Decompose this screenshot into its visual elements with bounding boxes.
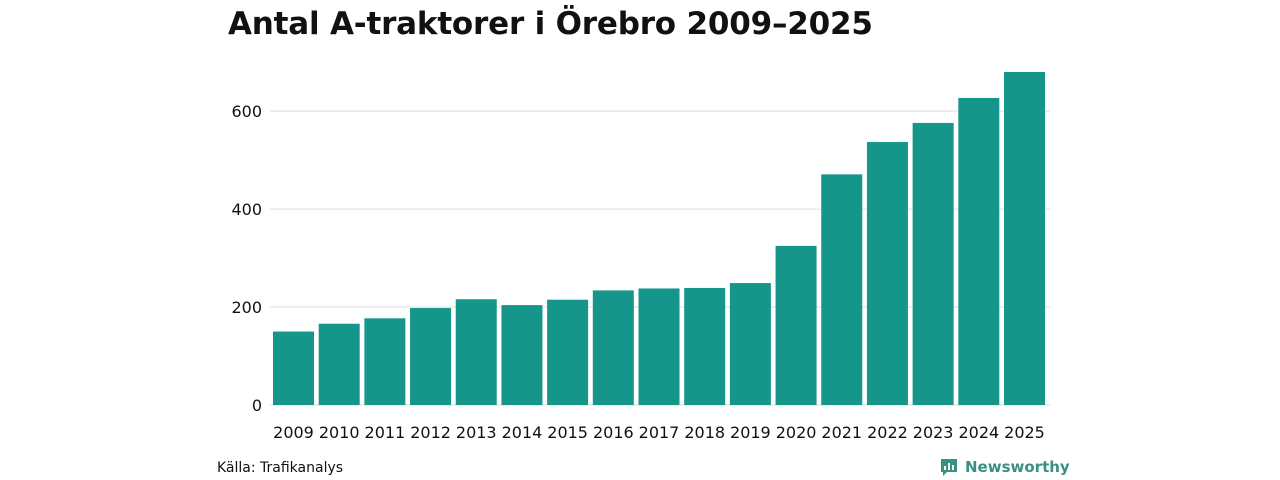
bar-2022: [866, 142, 908, 405]
y-tick-label: 400: [231, 200, 262, 219]
bars: [273, 72, 1045, 406]
x-tick-label-2014: 2014: [502, 423, 543, 442]
x-tick-label-2009: 2009: [273, 423, 314, 442]
bar-2009: [273, 331, 314, 405]
bar-2021: [821, 174, 863, 405]
bar-2019: [729, 283, 771, 405]
x-tick-label-2010: 2010: [319, 423, 360, 442]
x-tick-label-2023: 2023: [913, 423, 954, 442]
x-axis-tick-labels: 2009 2010 2011 2012 2013 2014 2015 2016 2017 2018…: [273, 423, 1045, 442]
x-tick-label-2020: 2020: [776, 423, 817, 442]
x-tick-label-2012: 2012: [410, 423, 451, 442]
bar-2010: [318, 323, 360, 405]
brand-name: Newsworthy: [965, 458, 1070, 476]
x-tick-label-2024: 2024: [958, 423, 999, 442]
bar-2025: [1004, 72, 1045, 405]
x-tick-label-2022: 2022: [867, 423, 908, 442]
bar-2017: [638, 288, 680, 405]
bar-2018: [684, 287, 726, 405]
x-tick-label-2015: 2015: [547, 423, 588, 442]
x-tick-label-2018: 2018: [684, 423, 725, 442]
bar-2015: [547, 299, 589, 405]
bar-2013: [455, 299, 497, 405]
y-tick-label: 0: [252, 396, 262, 415]
x-tick-label-2016: 2016: [593, 423, 634, 442]
bar-2024: [958, 97, 1000, 406]
x-tick-label-2025: 2025: [1004, 423, 1045, 442]
bar-2011: [364, 318, 406, 405]
bar-2023: [912, 122, 954, 405]
source-note: Källa: Trafikanalys: [217, 460, 344, 476]
bar-2020: [775, 245, 817, 405]
y-axis-tick-labels: 0 200 400 600: [231, 102, 262, 415]
y-tick-label: 600: [231, 102, 262, 121]
bar-2016: [592, 290, 634, 405]
x-tick-label-2011: 2011: [365, 423, 406, 442]
bar-2014: [501, 305, 543, 405]
chart-title: Antal A-traktorer i Örebro 2009–2025: [228, 6, 873, 42]
x-tick-label-2019: 2019: [730, 423, 771, 442]
bar-2012: [410, 308, 452, 405]
y-tick-label: 200: [231, 298, 262, 317]
newsworthy-logo-icon: [941, 459, 957, 476]
x-tick-label-2021: 2021: [821, 423, 862, 442]
brand-logo: Newsworthy: [939, 456, 1070, 478]
x-tick-label-2017: 2017: [639, 423, 680, 442]
x-tick-label-2013: 2013: [456, 423, 497, 442]
